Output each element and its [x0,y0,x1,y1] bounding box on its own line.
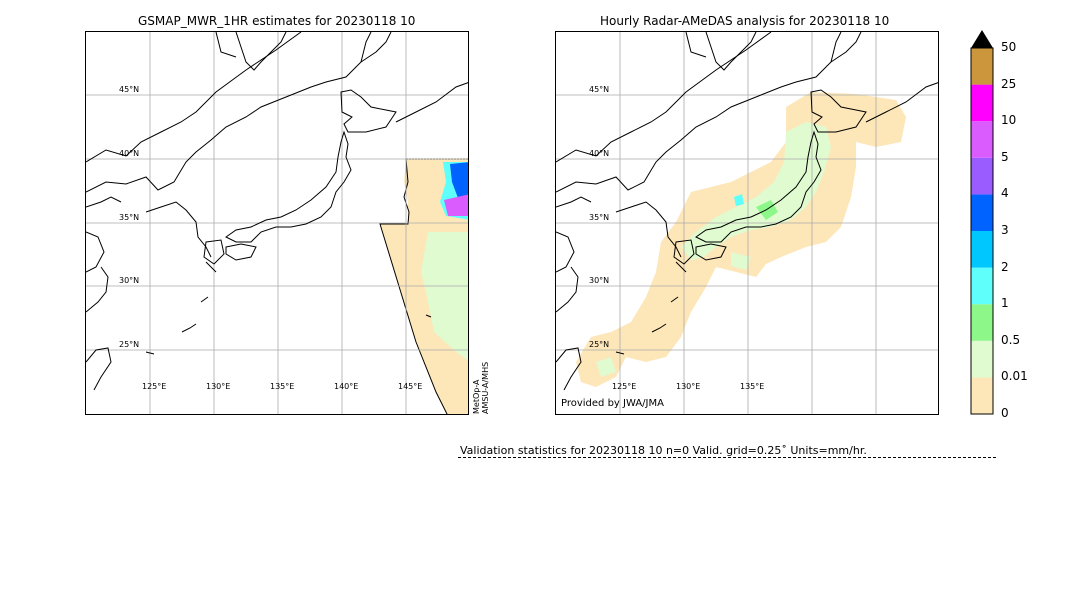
right-lat-label: 45°N [589,85,610,94]
left-lat-label: 25°N [119,340,140,349]
right-map-canvas [556,32,938,414]
left-lon-label: 130°E [206,382,231,391]
colorbar-segment [971,84,993,122]
right-lon-label: 135°E [740,382,765,391]
colorbar-tick-label: 50 [1001,40,1017,54]
right-lat-label: 35°N [589,213,610,222]
left-lon-label: 140°E [334,382,359,391]
right-lon-label: 130°E [676,382,701,391]
satellite-label: MetOp-A [472,379,481,414]
radar-moderate-area [756,200,778,220]
colorbar-tick-label: 0.5 [1001,332,1021,347]
colorbar-segment [971,267,993,305]
colorbar-segment [971,121,993,158]
validation-underline [458,457,996,458]
left-lat-label: 40°N [119,149,140,158]
colorbar-extend-arrow [971,30,993,48]
colorbar-segment [971,231,993,268]
left-coastlines [86,32,468,391]
left-lon-label: 135°E [270,382,295,391]
colorbar-segment [971,48,993,85]
provider-credit: Provided by JWA/JMA [561,398,664,409]
radar-light-area [681,122,831,260]
colorbar-tick-label: 1 [1001,296,1009,311]
colorbar-segment [971,194,993,231]
colorbar-tick-label: 4 [1001,186,1009,201]
right-coastlines [556,32,938,391]
colorbar-tick-label: 10 [1001,113,1017,128]
left-map-canvas [86,32,468,414]
colorbar-tick-label: 25 [1001,76,1017,91]
colorbar-tick-label: 5 [1001,149,1009,164]
gsmap-light-rain-area [421,232,468,361]
left-lat-label: 45°N [119,85,140,94]
right-lat-label: 30°N [589,276,610,285]
right-lat-label: 25°N [589,340,610,349]
colorbar-tick-label: 3 [1001,223,1009,237]
colorbar-tick-label: 0 [1001,406,1009,420]
radar-coverage-area [576,92,906,387]
right-lat-label: 40°N [589,149,610,158]
left-lat-label: 35°N [119,213,140,222]
gsmap-heavy-rain-area [450,162,468,202]
right-map-title: Hourly Radar-AMeDAS analysis for 2023011… [600,14,890,28]
right-lon-label: 125°E [612,382,637,391]
colorbar-segment [971,377,993,414]
right-gridlines [556,32,938,414]
sensor-label: AMSU-A/MHS [481,361,490,414]
colorbar-segment [971,340,993,378]
left-map-title: GSMAP_MWR_1HR estimates for 20230118 10 [138,14,416,28]
colorbar-segment [971,304,993,341]
right-map: 45°N 40°N 35°N 30°N 25°N 125°E 130°E 135… [555,31,939,415]
left-lon-label: 145°E [398,382,423,391]
colorbar-tick-label: 2 [1001,259,1009,274]
left-lon-label: 125°E [142,382,167,391]
validation-statistics: Validation statistics for 20230118 10 n=… [460,444,867,457]
left-map: 45°N 40°N 35°N 30°N 25°N 125°E 130°E 135… [85,31,469,415]
gsmap-very-heavy-rain-area [444,194,468,216]
colorbar-segment [971,157,993,195]
colorbar [970,30,994,415]
left-gridlines [86,32,468,414]
left-lat-label: 30°N [119,276,140,285]
colorbar-tick-label: 0.01 [1001,369,1028,384]
